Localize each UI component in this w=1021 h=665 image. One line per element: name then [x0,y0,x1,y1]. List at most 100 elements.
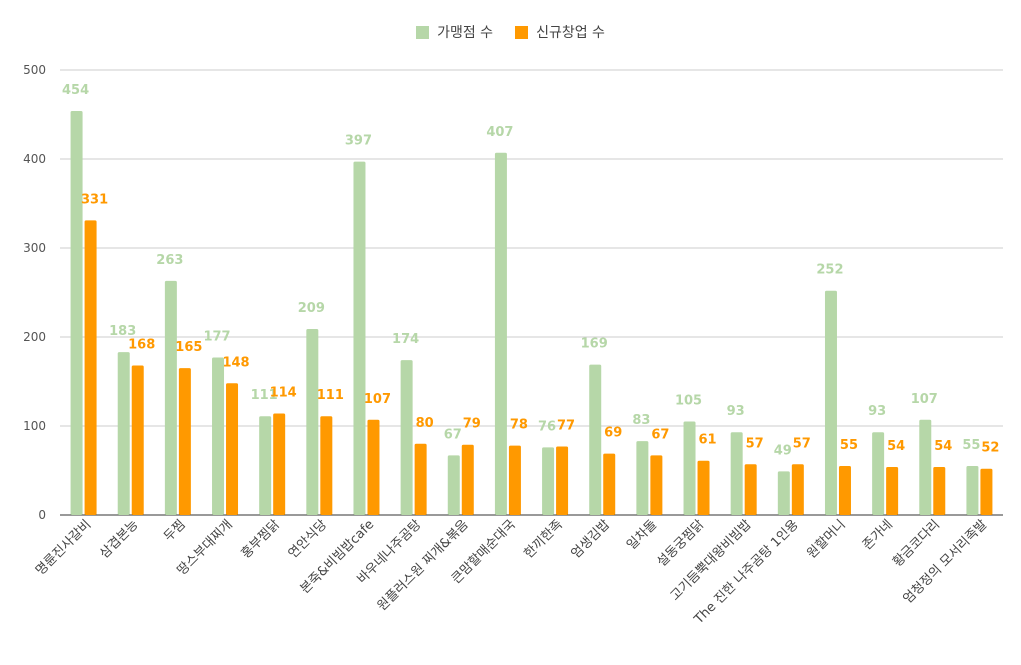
data-label: 54 [887,439,905,454]
data-label: 107 [364,392,391,407]
bar [838,466,851,515]
y-tick-label: 400 [23,152,46,166]
bar [306,328,319,515]
data-label: 61 [698,433,716,448]
legend-swatch-series-1 [416,25,430,39]
data-label: 209 [298,301,325,316]
x-tick-label: 명륜진사갈비 [33,517,94,578]
bar [872,432,885,515]
bar [919,419,932,515]
data-label: 55 [962,438,980,453]
x-tick-label: 고기듬뿍대왕비빔밥 [668,517,755,604]
bar [461,444,474,515]
x-tick-label: 엄청정의 모서리족발 [901,517,991,607]
bar [508,445,521,515]
data-label: 111 [251,388,278,403]
bar [320,416,333,515]
x-tick-label: 한끼한족 [521,517,565,561]
data-label: 397 [345,134,372,149]
bar [494,152,507,515]
data-label: 168 [128,337,155,352]
y-tick-label: 0 [38,508,46,522]
data-label: 169 [581,337,608,352]
data-label: 77 [557,418,575,433]
x-tick-label: 두찜 [161,517,189,545]
x-tick-label: 엄생김밥 [569,517,613,561]
data-label: 331 [81,192,108,207]
data-label: 49 [774,443,792,458]
bar [131,365,144,515]
data-label: 114 [270,386,297,401]
bar [650,455,663,515]
bar [683,421,696,515]
data-label: 67 [651,427,669,442]
bar [84,220,97,515]
bar [886,466,899,515]
legend: 가맹점 수 신규창업 수 [0,22,1021,42]
data-label: 83 [632,413,650,428]
bar [791,464,804,515]
bar [353,161,366,516]
data-label: 93 [727,404,745,419]
bar [226,383,239,515]
data-label: 57 [746,436,764,451]
data-label: 80 [416,416,434,431]
bar [447,455,460,515]
x-tick-label: 홍부찜닭 [239,517,283,561]
bar [164,280,177,515]
data-label: 52 [981,441,999,456]
data-label: 79 [463,417,481,432]
legend-item-series-2[interactable]: 신규창업 수 [515,22,605,42]
data-label: 407 [486,125,513,140]
y-tick-label: 300 [23,241,46,255]
bar [824,290,837,515]
bar [273,413,286,515]
bar [556,446,569,515]
x-tick-label: 원플러스원 찌개&볶음 [375,517,472,614]
data-label: 252 [816,263,843,278]
legend-item-series-1[interactable]: 가맹점 수 [416,22,493,42]
bar [697,460,710,515]
bar [933,466,946,515]
x-tick-label: 존가네 [860,517,896,553]
data-label: 177 [203,329,230,344]
x-tick-label: 연안식당 [286,517,330,561]
data-label: 263 [156,253,183,268]
legend-label-series-1: 가맹점 수 [437,25,494,41]
data-label: 55 [840,438,858,453]
bar [603,453,616,515]
bar [70,110,83,515]
data-label: 69 [604,426,622,441]
data-label: 148 [222,355,249,370]
data-label: 111 [317,388,344,403]
y-tick-label: 200 [23,330,46,344]
bar [636,441,649,515]
bar [730,432,743,515]
bar [777,471,790,515]
bar [542,447,555,515]
data-label: 105 [675,394,702,409]
x-tick-label: 일차돌 [624,517,660,553]
bar [259,416,272,515]
data-label: 57 [793,436,811,451]
data-label: 76 [538,419,556,434]
bar [966,466,979,515]
bar [117,352,130,515]
data-label: 454 [62,83,89,98]
data-label: 165 [175,340,202,355]
bar [414,443,427,515]
data-label: 183 [109,324,136,339]
bar [980,468,993,515]
legend-swatch-series-2 [515,25,529,39]
bar [589,364,602,515]
x-tick-label: 원할머니 [804,517,848,561]
data-label: 54 [934,439,952,454]
bar [744,464,757,515]
data-label: 174 [392,332,419,347]
data-label: 107 [911,392,938,407]
bar [178,368,191,515]
data-label: 67 [444,427,462,442]
y-tick-label: 100 [23,419,46,433]
